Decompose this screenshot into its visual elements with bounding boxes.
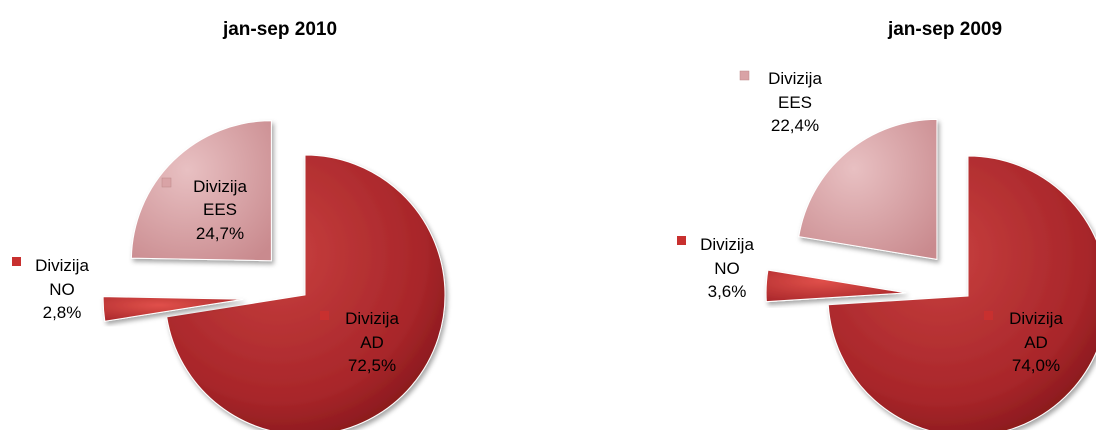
slice-label-line2: EES [203, 200, 237, 219]
slice-percent: 72,5% [348, 356, 396, 375]
pie-slice-no [765, 269, 907, 303]
legend-marker-ad [320, 311, 329, 320]
pie-slice-ees [798, 118, 938, 260]
slice-percent: 74,0% [1012, 356, 1060, 375]
legend-label-ees: Divizija EES 22,4% [739, 69, 822, 135]
slice-label-line1: Divizija [768, 69, 822, 88]
slice-label-line2: EES [778, 93, 812, 112]
slice-percent: 3,6% [708, 282, 747, 301]
chart-title: jan-sep 2009 [887, 19, 1002, 40]
legend-marker-no [677, 236, 686, 245]
legend-label-no: Divizija NO 2,8% [12, 256, 89, 322]
legend-marker-ad [984, 311, 993, 320]
legend-marker-ees [739, 70, 750, 81]
slice-label-line2: AD [1024, 333, 1048, 352]
slices-group [765, 118, 1096, 430]
slice-label-line2: AD [360, 333, 384, 352]
slice-label-line1: Divizija [193, 177, 247, 196]
slice-label-line2: NO [49, 280, 75, 299]
slice-percent: 24,7% [196, 224, 244, 243]
slice-percent: 22,4% [771, 116, 819, 135]
slice-label-line1: Divizija [35, 256, 89, 275]
pie-slice-no [102, 296, 244, 322]
pie-chart-2009: jan-sep 2009 Divizija EES 22,4% Divizija… [677, 19, 1096, 430]
legend-label-ad: Divizija AD 74,0% [984, 309, 1063, 375]
legend-label-ees: Divizija EES 24,7% [161, 177, 247, 243]
pie-slice-ad [827, 155, 1096, 430]
pie-slice-ees [130, 120, 272, 262]
slice-label-line2: NO [714, 259, 740, 278]
slice-percent: 2,8% [43, 303, 82, 322]
slice-label-line1: Divizija [700, 235, 754, 254]
legend-label-no: Divizija NO 3,6% [677, 235, 754, 301]
pie-slice-ad [166, 154, 446, 430]
legend-label-ad: Divizija AD 72,5% [320, 309, 399, 375]
slice-label-line1: Divizija [345, 309, 399, 328]
slices-group [102, 120, 446, 430]
chart-title: jan-sep 2010 [222, 19, 337, 40]
pie-chart-2010: jan-sep 2010 Divizija EES 24,7% Divizija… [12, 19, 446, 430]
legend-marker-no [12, 257, 21, 266]
legend-marker-ees [161, 177, 172, 188]
slice-label-line1: Divizija [1009, 309, 1063, 328]
